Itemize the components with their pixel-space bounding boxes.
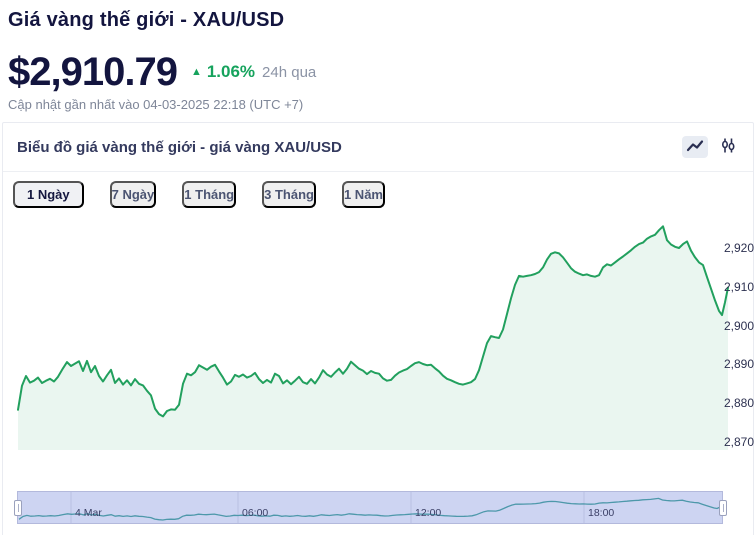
x-axis-label: 18:00 [588,507,615,519]
candlestick-chart-toggle[interactable] [715,136,741,158]
navigator-line [18,497,722,521]
navigator-left-handle[interactable] [14,499,22,516]
change-period: 24h qua [262,63,317,81]
chart-title: Biểu đồ giá vàng thế giới - giá vàng XAU… [17,138,342,156]
price-change: ▲ 1.06% [191,62,255,82]
current-price: $2,910.79 [8,50,178,94]
tab-7-ngày[interactable]: 7 Ngày [109,181,157,208]
x-axis-label: 12:00 [415,507,442,519]
chart-card-header: Biểu đồ giá vàng thế giới - giá vàng XAU… [3,123,753,172]
price-row: $2,910.79 ▲ 1.06% 24h qua [8,52,316,92]
tab-3-tháng[interactable]: 3 Tháng [262,181,316,208]
price-chart[interactable]: 2,870 2,880 2,890 2,900 2,910 2,920 [0,204,756,460]
tab-1-tháng[interactable]: 1 Tháng [182,181,237,208]
y-axis-label: 2,880 [723,396,754,410]
y-axis-label: 2,910 [723,280,754,294]
y-axis-label: 2,920 [723,241,754,255]
x-axis-label: 4 Mar [75,507,102,519]
y-axis-label: 2,870 [723,435,754,449]
tab-1-ngày[interactable]: 1 Ngày [13,181,84,208]
page-title: Giá vàng thế giới - XAU/USD [8,9,285,31]
up-triangle-icon: ▲ [190,66,202,78]
y-axis-label: 2,890 [723,357,754,371]
line-chart-icon [686,138,704,157]
navigator-right-handle[interactable] [719,499,727,516]
area-fill [18,226,728,450]
line-chart-toggle[interactable] [682,136,708,158]
navigator[interactable]: 4 Mar 06:00 12:00 18:00 [14,491,727,524]
chart-type-toggle-group [682,136,741,158]
y-axis-label: 2,900 [723,319,754,333]
time-range-tabs: 1 Ngày 7 Ngày 1 Tháng 3 Tháng 1 Năm [3,172,753,217]
x-axis-label: 06:00 [242,507,269,519]
candlestick-icon [720,137,736,157]
price-line-chart[interactable] [0,204,756,460]
price-line [17,225,729,418]
last-updated: Cập nhật gần nhất vào 04-03-2025 22:18 (… [8,97,304,112]
navigator-chart [18,492,722,523]
change-percent: 1.06% [206,62,256,81]
tab-1-năm[interactable]: 1 Năm [341,181,385,208]
